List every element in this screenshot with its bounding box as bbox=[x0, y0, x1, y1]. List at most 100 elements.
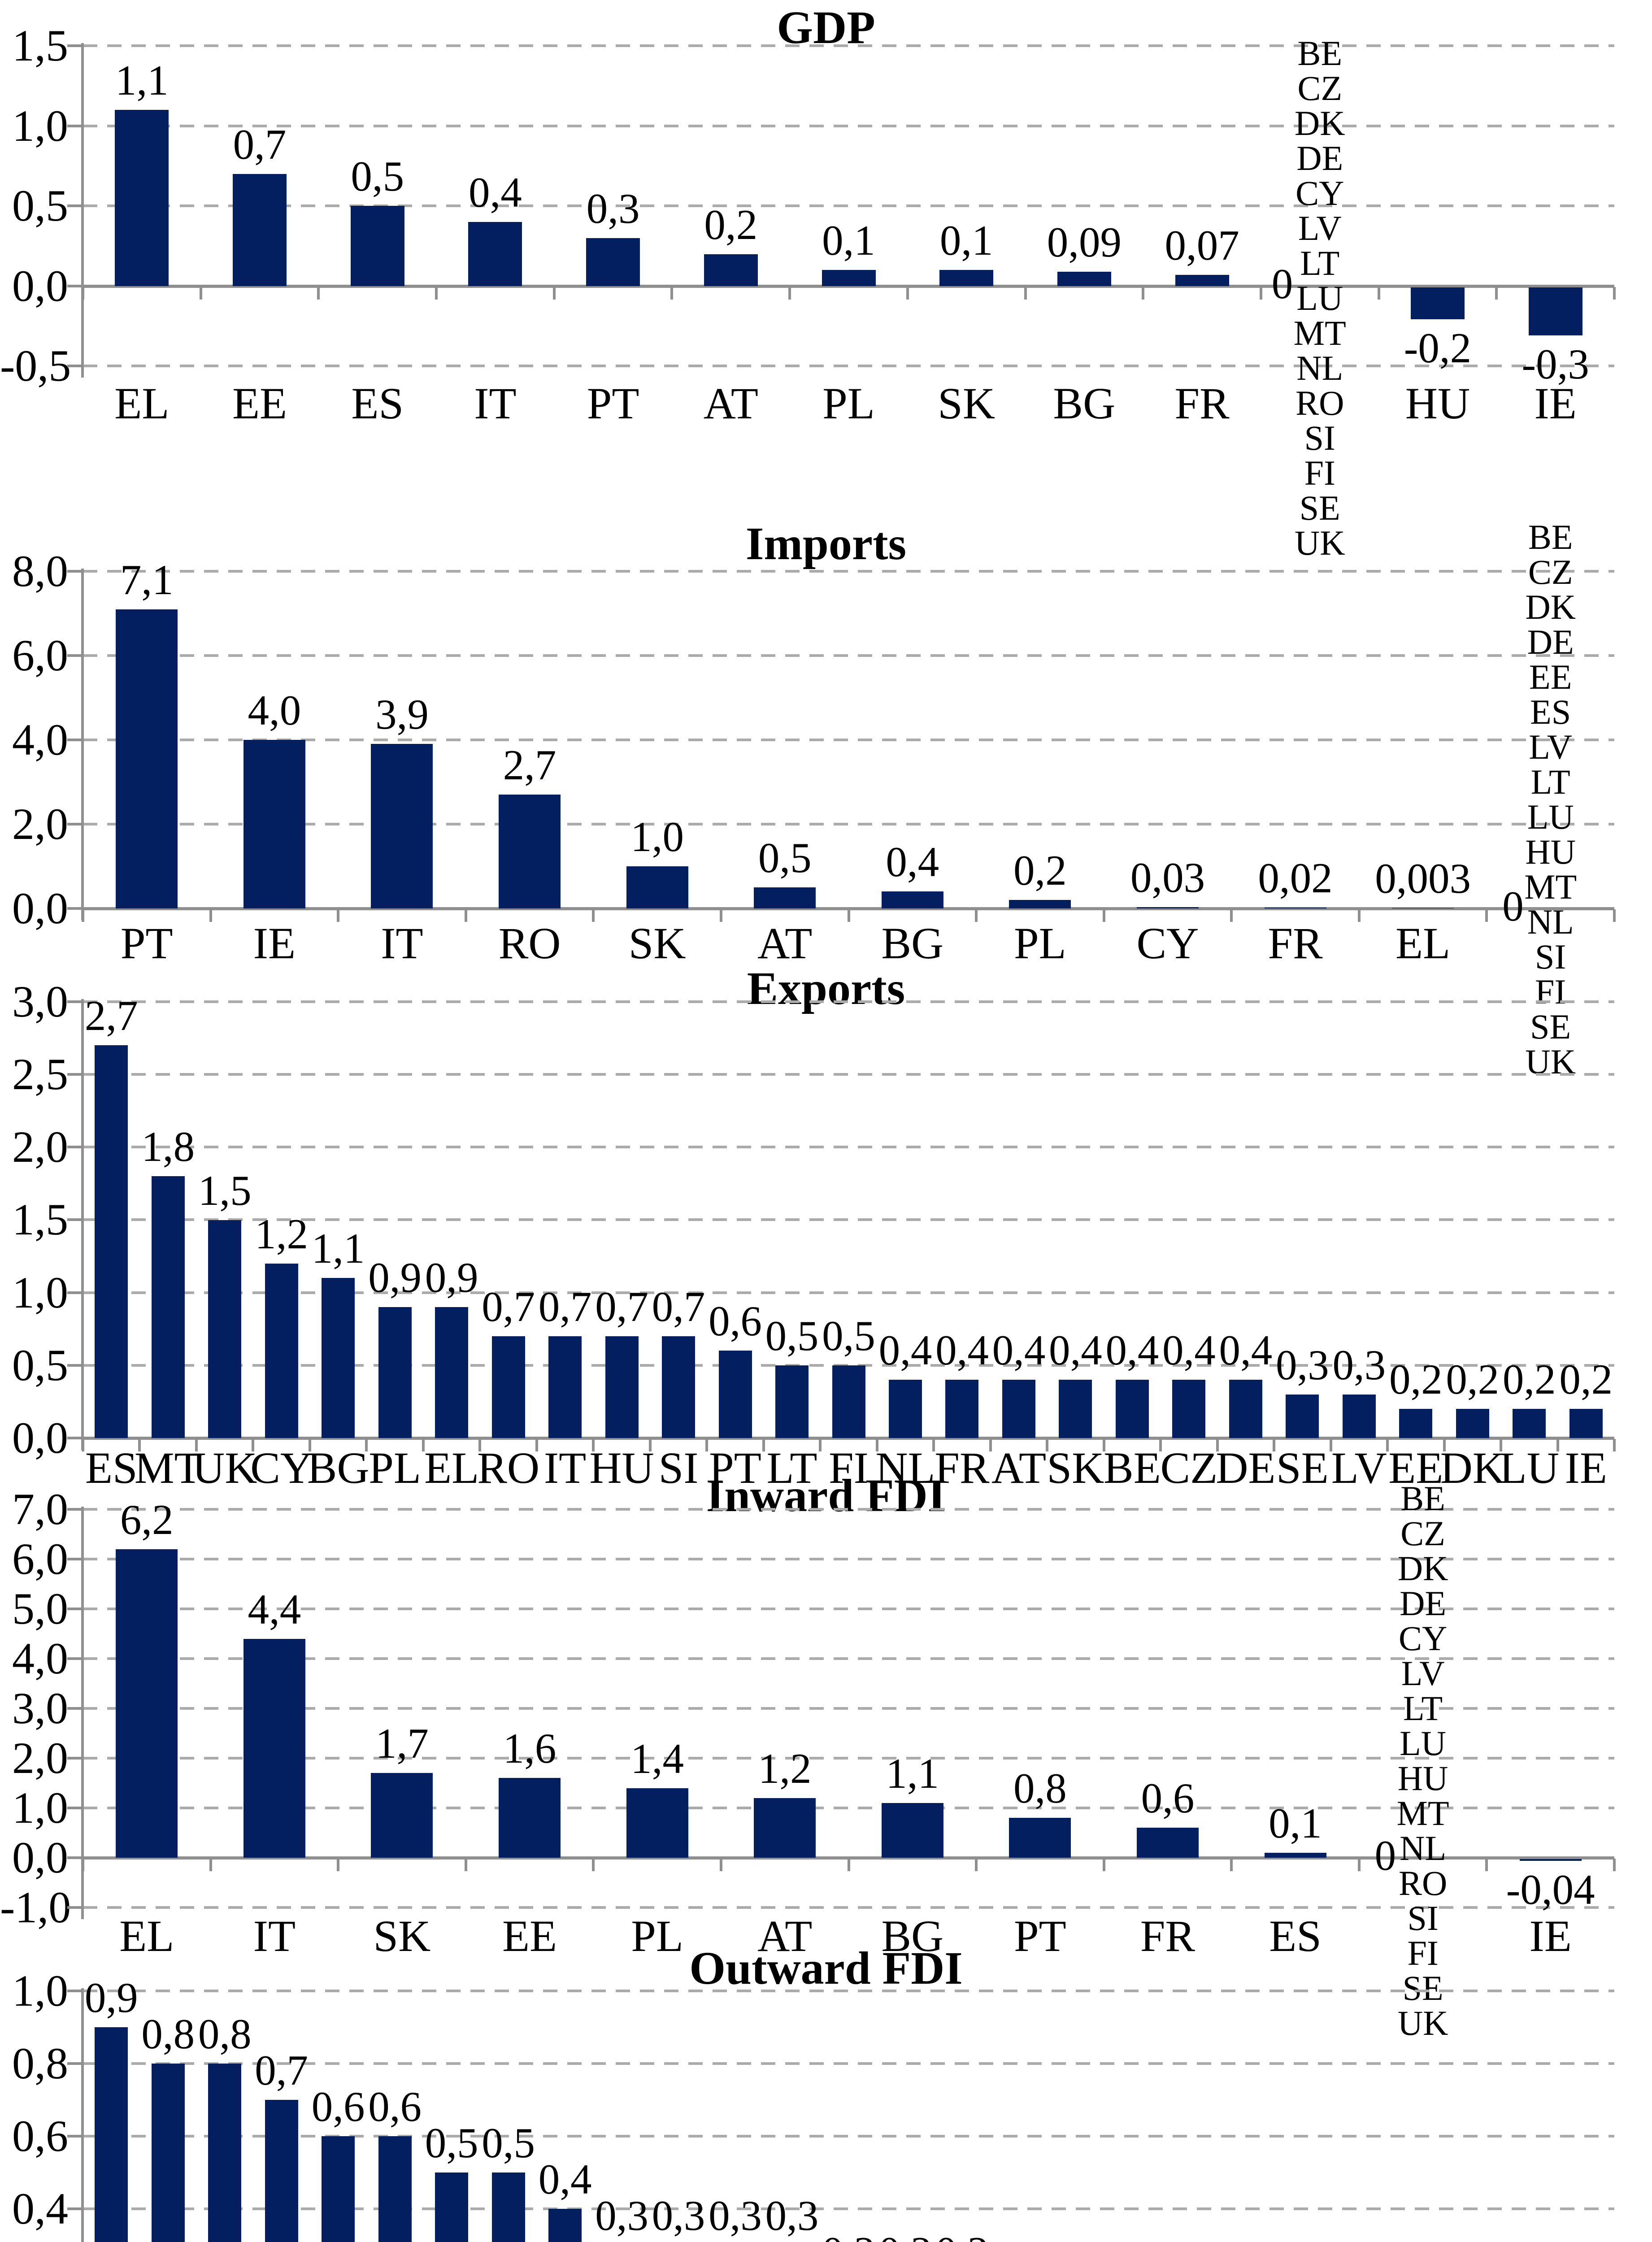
x-axis-label-PL: PL bbox=[822, 378, 875, 428]
x-axis-line bbox=[83, 1436, 1614, 1440]
y-tick-label: 0,6 bbox=[12, 2111, 68, 2161]
x-tick-mark bbox=[1259, 287, 1262, 300]
x-axis-label-BE: BE bbox=[1104, 1443, 1161, 1493]
bar-value-label: 0,6 bbox=[368, 2083, 422, 2130]
x-tick-mark bbox=[989, 1438, 992, 1451]
x-tick-mark bbox=[1495, 287, 1498, 300]
y-tick-mark bbox=[67, 1073, 83, 1076]
bar-value-label: 0,4 bbox=[1049, 1326, 1102, 1374]
y-tick-mark bbox=[67, 124, 83, 127]
bar-value-label: 0,6 bbox=[1141, 1774, 1195, 1822]
y-tick-label: -1,0 bbox=[0, 1882, 71, 1932]
y-tick-label: 0,0 bbox=[12, 261, 68, 311]
bar-IT bbox=[468, 222, 522, 286]
country-code: LV bbox=[1401, 1654, 1445, 1693]
bar-value-label: 1,1 bbox=[115, 56, 169, 104]
y-tick-mark bbox=[67, 1508, 83, 1511]
country-code: SE bbox=[1530, 1007, 1571, 1046]
y-tick-label: 2,5 bbox=[12, 1049, 68, 1099]
x-axis-label-ES: ES bbox=[1269, 1911, 1322, 1961]
bar-SK bbox=[1059, 1379, 1092, 1438]
bar-value-label: 0,4 bbox=[1105, 1326, 1159, 1374]
bar-value-label: 0,3 bbox=[709, 2192, 762, 2239]
gridline bbox=[83, 1608, 1614, 1610]
bar-value-label: 0,2 bbox=[1446, 1355, 1500, 1403]
bar-value-label: 0,8 bbox=[1013, 1764, 1067, 1812]
gridline bbox=[83, 1657, 1614, 1660]
bar-value-label: 0,1 bbox=[822, 216, 875, 264]
country-code: BE bbox=[1528, 517, 1573, 556]
gridline bbox=[83, 365, 1614, 367]
y-tick-label: 8,0 bbox=[12, 546, 68, 596]
x-axis-label-PT: PT bbox=[120, 918, 173, 968]
x-tick-mark bbox=[1216, 1438, 1219, 1451]
x-axis-label-FR: FR bbox=[935, 1443, 990, 1493]
x-tick-mark bbox=[82, 909, 84, 922]
bar-value-label: 0,7 bbox=[482, 1282, 535, 1330]
x-axis-label-SK: SK bbox=[628, 918, 686, 968]
bar-value-label: 0,3 bbox=[1275, 1341, 1329, 1389]
bar-AT bbox=[754, 887, 816, 908]
country-code: EE bbox=[1529, 657, 1572, 696]
x-tick-mark bbox=[195, 1438, 198, 1451]
country-code: MT bbox=[1396, 1794, 1449, 1833]
bar-IT bbox=[548, 1336, 582, 1438]
bar-value-label: 0,9 bbox=[425, 1253, 478, 1301]
x-tick-mark bbox=[762, 1438, 765, 1451]
bar-BE bbox=[1115, 1379, 1149, 1438]
bar-value-label: 0,2 bbox=[704, 200, 758, 248]
y-tick-mark bbox=[67, 1000, 83, 1003]
bar-BG bbox=[1057, 271, 1111, 286]
y-tick-label: 6,0 bbox=[12, 1534, 68, 1584]
bar-value-label: 0,7 bbox=[595, 1282, 648, 1330]
bar-value-label: 1,0 bbox=[630, 813, 684, 860]
bar-EL bbox=[116, 1549, 178, 1858]
x-tick-mark bbox=[422, 1438, 425, 1451]
x-axis-label-IE: IE bbox=[1565, 1443, 1607, 1493]
y-tick-mark bbox=[67, 1558, 83, 1560]
x-axis-label-NL: NL bbox=[875, 1443, 935, 1493]
y-tick-label: 5,0 bbox=[12, 1584, 68, 1634]
country-code: BE bbox=[1400, 1479, 1445, 1518]
y-tick-label: -0,5 bbox=[0, 341, 71, 391]
x-axis-label-PT: PT bbox=[709, 1443, 761, 1493]
country-code: LU bbox=[1296, 278, 1343, 317]
x-tick-mark bbox=[1613, 1859, 1616, 1871]
bar-FR bbox=[1136, 1828, 1199, 1858]
country-code: SE bbox=[1299, 488, 1340, 527]
bar-FR bbox=[945, 1379, 979, 1438]
country-code: DE bbox=[1527, 622, 1574, 661]
bar-value-label: 0,6 bbox=[709, 1297, 762, 1345]
x-axis-label-HU: HU bbox=[1405, 378, 1470, 428]
x-axis-line bbox=[83, 907, 1614, 910]
bar-LU bbox=[1513, 1408, 1546, 1438]
gridline bbox=[83, 823, 1614, 826]
x-axis-label-IT: IT bbox=[253, 1911, 296, 1961]
bar-EL bbox=[435, 1307, 469, 1438]
bar-FI bbox=[832, 1365, 865, 1438]
bar-PT bbox=[718, 1350, 752, 1438]
bar-value-label: 0,5 bbox=[425, 2119, 478, 2167]
bar-CY bbox=[265, 1263, 298, 1438]
bar-IE bbox=[1519, 1859, 1582, 1861]
x-axis-label-IE: IE bbox=[1529, 1911, 1572, 1961]
x-tick-mark bbox=[670, 287, 674, 300]
bar-value-label: -0,04 bbox=[1506, 1866, 1595, 1913]
bar-ES bbox=[1264, 1853, 1326, 1858]
x-tick-mark bbox=[1142, 287, 1145, 300]
x-axis-label-EL: EL bbox=[119, 1911, 174, 1961]
country-code: CY bbox=[1398, 1619, 1448, 1658]
country-code: LT bbox=[1300, 243, 1340, 282]
y-tick-label: 6,0 bbox=[12, 630, 68, 680]
y-tick-mark bbox=[67, 365, 83, 367]
x-tick-mark bbox=[209, 909, 212, 922]
x-axis-label-LU: LU bbox=[1499, 1443, 1559, 1493]
x-tick-mark bbox=[308, 1438, 311, 1451]
bar-HU bbox=[1410, 287, 1465, 319]
bar-DE bbox=[491, 2172, 525, 2242]
bar-value-label: 0,003 bbox=[1375, 855, 1471, 902]
y-tick-mark bbox=[67, 1608, 83, 1610]
x-axis-label-MT: MT bbox=[134, 1443, 202, 1493]
x-axis-label-FR: FR bbox=[1140, 1911, 1196, 1961]
gridline bbox=[83, 124, 1614, 127]
